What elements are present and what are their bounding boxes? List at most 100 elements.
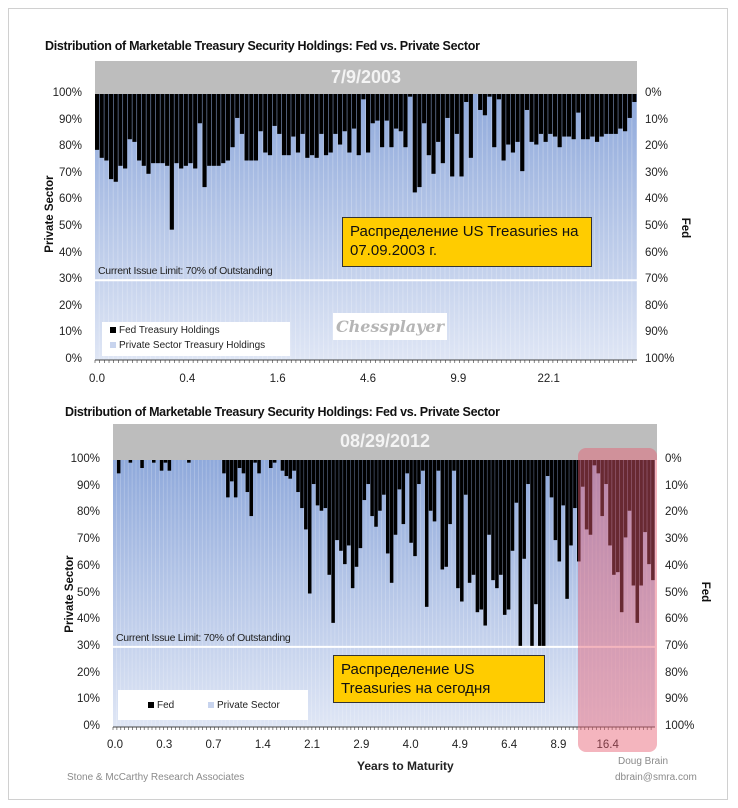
- fed-swatch: [110, 327, 116, 334]
- x-tick-label: 0.3: [156, 739, 173, 751]
- fed-bar: [361, 94, 366, 100]
- private-bar-edge: [307, 529, 308, 727]
- private-bar-edge: [140, 160, 142, 360]
- fed-bar: [167, 460, 172, 471]
- image-frame: [8, 8, 728, 800]
- chart2-y2-axis-label: Fed: [699, 581, 711, 603]
- fed-bar: [590, 94, 595, 137]
- x-tick-label: 8.9: [550, 739, 567, 751]
- chart2-legend: Fed Private Sector: [118, 690, 308, 720]
- fed-bar: [328, 94, 333, 153]
- x-axis-title: Years to Maturity: [357, 759, 454, 773]
- fed-bar: [483, 460, 487, 626]
- fed-bar: [300, 94, 305, 134]
- private-bar-edge: [178, 163, 180, 360]
- private-bar-edge: [385, 494, 386, 727]
- private-bar-edge: [634, 585, 636, 727]
- private-bar-edge: [646, 532, 648, 727]
- private-bar-edge: [136, 141, 138, 360]
- private-bar-edge: [287, 476, 289, 727]
- fed-bar: [549, 460, 554, 498]
- fed-bar: [375, 94, 380, 121]
- fed-bar: [492, 94, 497, 148]
- fed-bar: [557, 94, 562, 148]
- fed-bar: [394, 94, 399, 129]
- private-bar-edge: [295, 470, 297, 727]
- y-tick-label: 60%: [58, 193, 82, 206]
- fed-bar: [524, 94, 529, 110]
- private-bar-edge: [234, 147, 236, 360]
- fed-bar: [356, 94, 361, 156]
- fed-bar: [230, 94, 235, 148]
- y2-tick-label: 20%: [665, 506, 689, 519]
- private-bar-edge: [257, 160, 259, 360]
- private-bar-edge: [285, 155, 287, 360]
- private-bar-edge: [260, 473, 262, 727]
- private-bar-edge: [304, 133, 306, 360]
- fed-bar: [538, 94, 544, 134]
- fed-bar: [518, 460, 523, 647]
- fed-bar: [502, 460, 507, 615]
- fed-bar: [197, 94, 202, 124]
- private-bar-edge: [313, 155, 315, 360]
- chart2-date-header: 08/29/2012: [113, 424, 657, 460]
- legend-label: Fed Treasury Holdings: [119, 325, 220, 336]
- private-bar-edge: [337, 133, 338, 360]
- fed-bar: [506, 94, 511, 145]
- fed-bar: [565, 460, 569, 599]
- fed-bar: [398, 94, 403, 132]
- private-bar-edge: [182, 168, 184, 360]
- fed-bar: [263, 94, 268, 153]
- x-tick-label: 1.4: [254, 739, 271, 751]
- fed-bar: [534, 460, 538, 605]
- private-bar-edge: [545, 646, 546, 727]
- fed-bar: [440, 94, 445, 164]
- fed-bar: [431, 94, 436, 174]
- fed-bar: [333, 94, 338, 134]
- y-tick-label: 80%: [58, 140, 82, 153]
- fed-bar: [487, 94, 492, 97]
- fed-bar: [118, 94, 123, 166]
- fed-bar: [436, 460, 441, 471]
- private-bar-edge: [470, 582, 472, 727]
- private-bar-edge: [424, 470, 425, 727]
- fed-bar: [346, 460, 351, 546]
- fed-bar: [459, 94, 464, 177]
- fed-bar: [288, 460, 292, 479]
- private-bar-edge: [455, 470, 457, 727]
- private-bar-edge: [381, 510, 383, 727]
- y2-tick-label: 60%: [645, 246, 669, 259]
- private-bar-edge: [252, 160, 254, 360]
- x-tick-label: 4.6: [360, 373, 376, 385]
- y-tick-label: 90%: [76, 479, 100, 492]
- chart1-date-header: 7/9/2003: [95, 61, 637, 94]
- private-bar-edge: [131, 139, 133, 360]
- y2-tick-label: 70%: [645, 273, 669, 286]
- private-bar-edge: [272, 468, 273, 727]
- private-bar-edge: [494, 580, 496, 727]
- fed-bar: [627, 94, 632, 118]
- fed-bar: [245, 460, 250, 493]
- y2-tick-label: 80%: [665, 666, 689, 679]
- y2-tick-label: 10%: [665, 479, 689, 492]
- fed-bar: [548, 94, 553, 134]
- y2-tick-label: 60%: [665, 613, 689, 626]
- private-bar-edge: [576, 508, 578, 727]
- fed-bar: [137, 94, 142, 161]
- private-bar-edge: [147, 460, 149, 727]
- fed-bar: [514, 460, 519, 503]
- fed-bar: [244, 94, 249, 161]
- fed-bar: [284, 460, 289, 477]
- private-swatch: [110, 342, 116, 349]
- private-bar-edge: [611, 545, 613, 727]
- private-bar-edge: [221, 460, 223, 727]
- private-bar-edge: [220, 165, 222, 360]
- private-bar-edge: [166, 462, 168, 727]
- private-bar-edge: [162, 470, 164, 727]
- fed-bar: [211, 94, 216, 166]
- private-bar-edge: [168, 165, 170, 360]
- private-bar-edge: [416, 556, 418, 727]
- x-tick-label: 0.0: [89, 373, 105, 385]
- private-bar-edge: [159, 460, 160, 727]
- footer-email: dbrain@smra.com: [615, 772, 697, 783]
